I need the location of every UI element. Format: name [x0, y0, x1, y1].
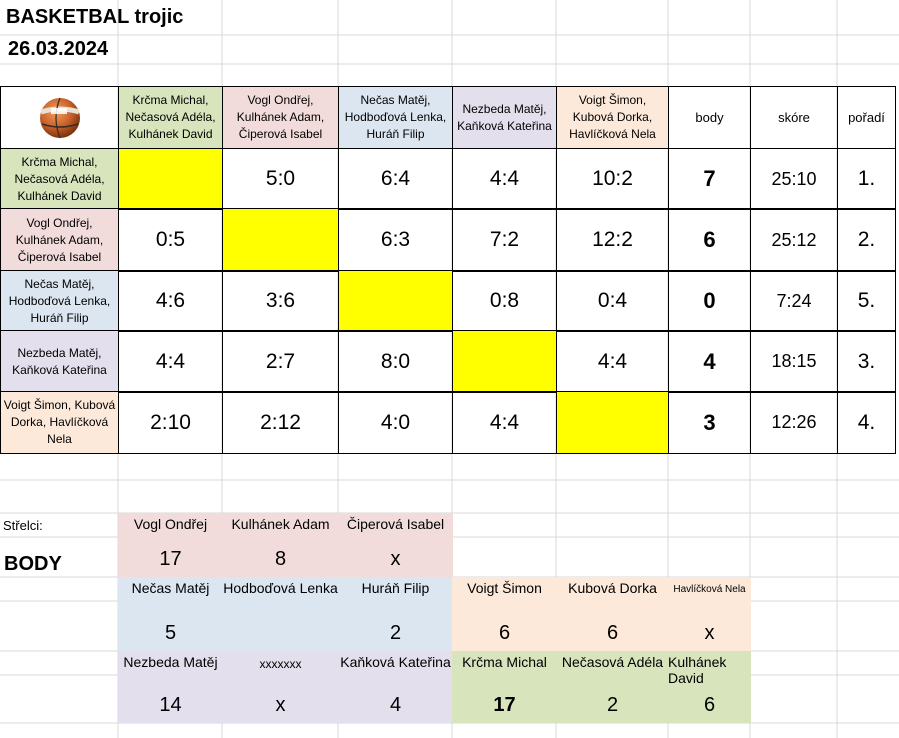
result-cell: 0:5 [118, 208, 223, 272]
scorer-points: 6 [606, 622, 619, 644]
scorers-group-2 [118, 577, 453, 651]
basketball-logo-cell [0, 86, 119, 149]
scorer-points: 6 [498, 622, 511, 644]
row-header-label: Vogl Ondřej, Kulhánek Adam, Čiperová Isa… [15, 215, 104, 264]
result-cell: 12:2 [556, 208, 669, 272]
scorer-points: 4 [389, 694, 402, 716]
skore-cell: 25:12 [750, 208, 838, 272]
body-label: BODY [4, 553, 62, 575]
result-cell: 4:4 [556, 330, 669, 393]
scorer-name: Kaňková Kateřina [340, 654, 451, 670]
body-cell: 0 [668, 270, 751, 332]
result-cell: 7:2 [452, 208, 557, 272]
col-header-team-1: Krčma Michal, Nečasová Adéla, Kulhánek D… [118, 86, 223, 149]
result-cell: 2:7 [222, 330, 339, 393]
scorer-points: x [704, 622, 715, 644]
strelci-label: Střelci: [3, 518, 43, 533]
scorers-group-5 [452, 651, 751, 723]
body-cell: 3 [668, 391, 751, 454]
scorer-points: 6 [703, 694, 716, 716]
skore-cell: 25:10 [750, 148, 838, 210]
result-cell: 10:2 [556, 148, 669, 210]
scorer-points: 2 [389, 622, 402, 644]
col-header-skore: skóre [750, 86, 838, 149]
diagonal-cell [338, 270, 453, 332]
scorers-group-3 [452, 577, 751, 651]
scorer-points [222, 601, 339, 651]
sheet-date: 26.03.2024 [8, 38, 109, 60]
skore-cell: 18:15 [750, 330, 838, 393]
scorer-name: Nezbeda Matěj [123, 654, 218, 670]
scorer-name: xxxxxxx [259, 657, 302, 671]
row-header-team-4: Nezbeda Matěj, Kaňková Kateřina [0, 330, 119, 393]
scorer-name: Huráň Filip [361, 580, 430, 596]
body-cell: 7 [668, 148, 751, 210]
poradi-cell: 3. [837, 330, 896, 393]
row-header-label: Voigt Šimon, Kubová Dorka, Havlíčková Ne… [3, 398, 116, 446]
poradi-cell: 5. [837, 270, 896, 332]
col-header-poradi: pořadí [837, 86, 896, 149]
skore-cell: 12:26 [750, 391, 838, 454]
poradi-cell: 4. [837, 391, 896, 454]
skore-cell: 7:24 [750, 270, 838, 332]
body-cell: 4 [668, 330, 751, 393]
scorer-points: 5 [164, 622, 177, 644]
row-header-label: Nečas Matěj, Hodboďová Lenka, Huráň Fili… [8, 276, 111, 325]
row-header-team-3: Nečas Matěj, Hodboďová Lenka, Huráň Fili… [0, 270, 119, 332]
scorer-name: Vogl Ondřej [133, 516, 208, 532]
scorer-name: Kulhánek Adam [231, 516, 330, 532]
diagonal-cell [556, 391, 669, 454]
result-cell: 8:0 [338, 330, 453, 393]
result-cell: 4:6 [118, 270, 223, 332]
scorer-points: 17 [493, 694, 516, 716]
result-cell: 4:4 [452, 148, 557, 210]
scorer-name: Krčma Michal [462, 654, 547, 670]
diagonal-cell [452, 330, 557, 393]
result-cell: 2:12 [222, 391, 339, 454]
result-cell: 0:8 [452, 270, 557, 332]
col-header-body: body [668, 86, 751, 149]
sheet-title: BASKETBAL trojic [6, 6, 184, 28]
basketball-icon [39, 97, 80, 138]
row-header-team-5: Voigt Šimon, Kubová Dorka, Havlíčková Ne… [0, 391, 119, 454]
col-header-team-5: Voigt Šimon, Kubová Dorka, Havlíčková Ne… [556, 86, 669, 149]
result-cell: 6:4 [338, 148, 453, 210]
row-header-team-2: Vogl Ondřej, Kulhánek Adam, Čiperová Isa… [0, 208, 119, 272]
scorer-name: Kubová Dorka [568, 580, 657, 596]
row-header-team-1: Krčma Michal, Nečasová Adéla, Kulhánek D… [0, 148, 119, 210]
scorer-points: 2 [606, 694, 619, 716]
scorer-name: Voigt Šimon [467, 580, 542, 596]
scorer-name: Nečasová Adéla [561, 654, 664, 670]
scorer-name: Nečas Matěj [131, 580, 210, 596]
result-cell: 4:4 [452, 391, 557, 454]
result-cell: 4:0 [338, 391, 453, 454]
col-header-team-2: Vogl Ondřej, Kulhánek Adam, Čiperová Isa… [222, 86, 339, 149]
scorer-points: x [390, 548, 401, 570]
scorer-name: Čiperová Isabel [346, 516, 445, 532]
scorer-points: x [275, 694, 286, 716]
row-header-label: Nezbeda Matěj, Kaňková Kateřina [12, 345, 107, 377]
scorer-name: Hodboďová Lenka [223, 580, 338, 596]
result-cell: 2:10 [118, 391, 223, 454]
scorer-points: 17 [159, 548, 182, 570]
body-cell: 6 [668, 208, 751, 272]
scorers-group-1 [118, 513, 453, 577]
col-header-team-4: Nezbeda Matěj, Kaňková Kateřina [452, 86, 557, 149]
scorer-points: 14 [159, 694, 182, 716]
result-cell: 6:3 [338, 208, 453, 272]
result-cell: 4:4 [118, 330, 223, 393]
result-cell: 5:0 [222, 148, 339, 210]
poradi-cell: 1. [837, 148, 896, 210]
scorer-name: Havlíčková Nela [673, 584, 746, 595]
diagonal-cell [222, 208, 339, 272]
poradi-cell: 2. [837, 208, 896, 272]
scorer-points: 8 [274, 548, 287, 570]
diagonal-cell [118, 148, 223, 210]
scorer-name: Kulhánek David [668, 654, 727, 686]
result-cell: 0:4 [556, 270, 669, 332]
col-header-team-3: Nečas Matěj, Hodboďová Lenka, Huráň Fili… [338, 86, 453, 149]
scorers-group-4 [118, 651, 453, 723]
result-cell: 3:6 [222, 270, 339, 332]
row-header-label: Krčma Michal, Nečasová Adéla, Kulhánek D… [14, 154, 105, 203]
